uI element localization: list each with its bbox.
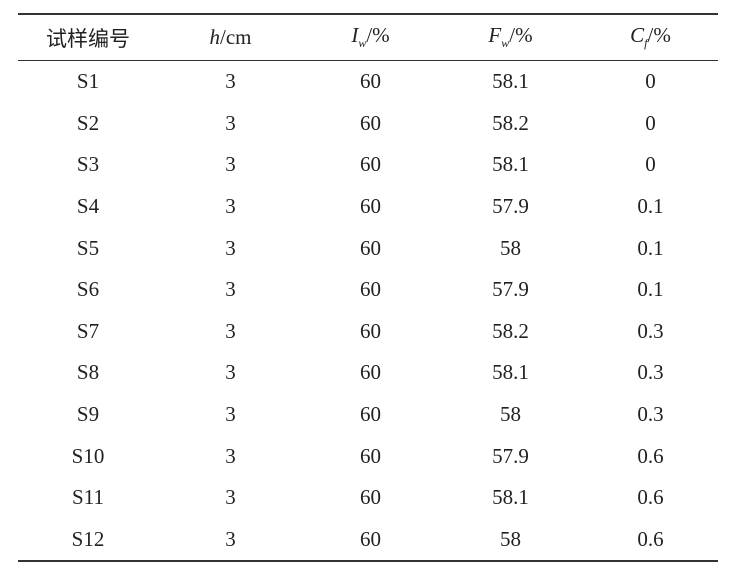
- table-cell: 3: [225, 194, 236, 219]
- table-cell: 58.1: [492, 485, 529, 510]
- table-cell: 0.6: [637, 443, 664, 468]
- table-cell: S12: [71, 526, 105, 551]
- table-cell: 60: [360, 485, 381, 510]
- table-cell: 3: [225, 485, 236, 510]
- header-unit: /%: [366, 23, 390, 48]
- table-cell: 58.2: [492, 318, 529, 343]
- table-cell: 3: [225, 69, 236, 94]
- table-row: S1 3 60 58.1 0: [18, 61, 718, 103]
- table-cell: 0.1: [637, 277, 664, 302]
- table-cell: 0.6: [637, 526, 664, 551]
- table-cell: 3: [225, 235, 236, 260]
- table-cell: 57.9: [492, 194, 529, 219]
- table-cell: 60: [360, 235, 381, 260]
- header-subscript: f: [644, 36, 648, 51]
- header-cell: Iw/%: [303, 14, 438, 61]
- table-cell: 60: [360, 277, 381, 302]
- table-cell: 60: [360, 443, 381, 468]
- header-text: 试样编号: [46, 26, 130, 51]
- header-unit: /%: [647, 23, 671, 48]
- table-row: S5 3 60 58 0.1: [18, 227, 718, 269]
- header-subscript: w: [501, 36, 510, 51]
- table-cell: 0: [645, 152, 656, 177]
- table-cell: 3: [225, 443, 236, 468]
- header-symbol: I: [351, 23, 359, 48]
- table-cell: 58.2: [492, 110, 529, 135]
- table-cell: 3: [225, 318, 236, 343]
- table-cell: 0: [645, 110, 656, 135]
- table-cell: 0.3: [637, 402, 664, 427]
- table-cell: S4: [76, 194, 100, 219]
- table-row: S7 3 60 58.2 0.3: [18, 311, 718, 353]
- table-cell: 0.1: [637, 235, 664, 260]
- table-cell: S3: [76, 152, 100, 177]
- table-cell: 3: [225, 360, 236, 385]
- table-cell: 58.1: [492, 69, 529, 94]
- table-row: S8 3 60 58.1 0.3: [18, 352, 718, 394]
- table-row: S3 3 60 58.1 0: [18, 144, 718, 186]
- table-cell: 58: [500, 402, 521, 427]
- table-cell: 60: [360, 152, 381, 177]
- table-cell: 58.1: [492, 152, 529, 177]
- table-cell: 58: [500, 526, 521, 551]
- table-row: S6 3 60 57.9 0.1: [18, 269, 718, 311]
- table-cell: S7: [76, 318, 100, 343]
- table-cell: 3: [225, 152, 236, 177]
- table-cell: 0.6: [637, 485, 664, 510]
- table-cell: 0.3: [637, 360, 664, 385]
- table-cell: 0.3: [637, 318, 664, 343]
- table-header: 试样编号 h/cm Iw/% Fw/% Cf/%: [18, 14, 718, 61]
- table-cell: 57.9: [492, 443, 529, 468]
- header-cell: 试样编号: [18, 14, 158, 61]
- table-cell: 3: [225, 277, 236, 302]
- table-cell: S6: [76, 277, 100, 302]
- table-cell: S10: [71, 443, 105, 468]
- table-cell: S1: [76, 69, 100, 94]
- table-cell: S5: [76, 235, 100, 260]
- header-cell: h/cm: [158, 14, 303, 61]
- table-body: S1 3 60 58.1 0 S2 3 60 58.2 0 S3 3 60 58.1 0 S4 3 60 57.9 0…: [18, 61, 718, 562]
- table-row: S2 3 60 58.2 0: [18, 103, 718, 145]
- table-cell: 58.1: [492, 360, 529, 385]
- table-cell: 3: [225, 402, 236, 427]
- header-unit: /%: [509, 23, 533, 48]
- table-cell: 60: [360, 402, 381, 427]
- table-cell: 60: [360, 69, 381, 94]
- table-cell: 0: [645, 69, 656, 94]
- table-cell: 60: [360, 360, 381, 385]
- header-symbol: F: [488, 23, 502, 48]
- table-cell: 60: [360, 526, 381, 551]
- table-row: S9 3 60 58 0.3: [18, 394, 718, 436]
- table-cell: S11: [72, 485, 104, 510]
- header-symbol: C: [630, 23, 645, 48]
- table-cell: S9: [76, 402, 100, 427]
- header-symbol: h: [209, 25, 221, 49]
- table-row: S10 3 60 57.9 0.6: [18, 435, 718, 477]
- table-row: S4 3 60 57.9 0.1: [18, 186, 718, 228]
- header-cell: Fw/%: [438, 14, 583, 61]
- data-table: 试样编号 h/cm Iw/% Fw/% Cf/% S1 3 60 58.1 0 S2 3 60 58.2…: [18, 13, 718, 562]
- table-cell: S8: [76, 360, 100, 385]
- header-row: 试样编号 h/cm Iw/% Fw/% Cf/%: [18, 14, 718, 61]
- table-cell: 57.9: [492, 277, 529, 302]
- table-cell: 0.1: [637, 194, 664, 219]
- header-unit: /cm: [220, 25, 252, 49]
- table-row: S12 3 60 58 0.6: [18, 519, 718, 562]
- table-cell: 3: [225, 526, 236, 551]
- table-cell: 60: [360, 194, 381, 219]
- table-row: S11 3 60 58.1 0.6: [18, 477, 718, 519]
- table-cell: 58: [500, 235, 521, 260]
- table-cell: 60: [360, 318, 381, 343]
- table-cell: S2: [76, 110, 100, 135]
- table-cell: 60: [360, 110, 381, 135]
- header-cell: Cf/%: [583, 14, 718, 61]
- header-subscript: w: [358, 36, 367, 51]
- table-cell: 3: [225, 110, 236, 135]
